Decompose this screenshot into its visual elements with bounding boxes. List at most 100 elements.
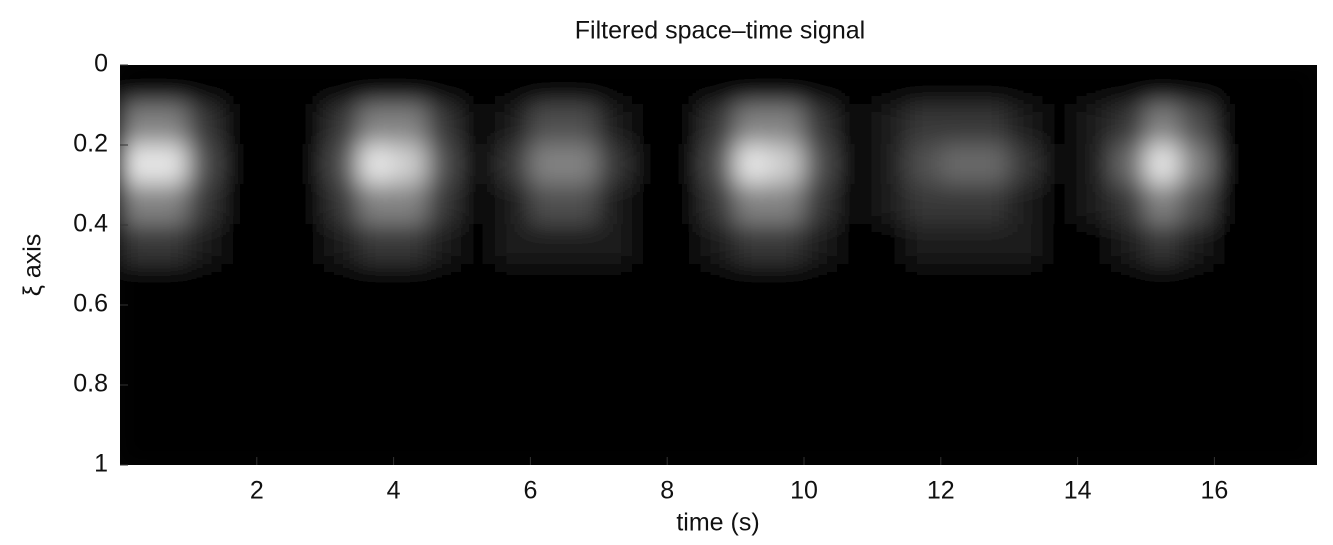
heatmap-cell	[1076, 224, 1113, 266]
heatmap-cell	[495, 224, 532, 266]
heatmap-cell	[734, 344, 771, 386]
heatmap-cell	[120, 65, 156, 106]
heatmap-cell	[187, 104, 224, 146]
heatmap-cell	[632, 424, 669, 465]
heatmap-cell	[768, 424, 805, 465]
heatmap-cell	[221, 224, 258, 266]
heatmap-cell	[632, 344, 669, 386]
heatmap-cell	[1247, 104, 1284, 146]
heatmap-cell	[1008, 424, 1045, 465]
heatmap-cell	[529, 384, 566, 426]
heatmap-cell	[563, 184, 600, 226]
heatmap-cell	[358, 144, 395, 186]
heatmap-cell	[1076, 264, 1113, 306]
heatmap-cell	[768, 104, 805, 146]
heatmap-cell	[392, 344, 429, 386]
heatmap-cell	[461, 144, 498, 186]
heatmap-cell	[734, 184, 771, 226]
heatmap-cell	[255, 144, 292, 186]
heatmap-cell	[1110, 384, 1147, 426]
heatmap-cell	[187, 144, 224, 186]
heatmap-cell	[905, 384, 942, 426]
heatmap-cell	[529, 424, 566, 465]
heatmap-cell	[803, 344, 840, 386]
heatmap-cell	[1247, 184, 1284, 226]
heatmap-cell	[871, 65, 908, 106]
heatmap-cell	[632, 65, 669, 106]
heatmap-cell	[153, 384, 190, 426]
heatmap-cell	[1042, 65, 1079, 106]
heatmap-cell	[187, 184, 224, 226]
heatmap-cell	[1110, 424, 1147, 465]
heatmap-cell	[1008, 224, 1045, 266]
heatmap-cell	[597, 424, 634, 465]
heatmap-cell	[495, 184, 532, 226]
heatmap-cell	[1145, 424, 1182, 465]
heatmap-cell	[871, 144, 908, 186]
heatmap-cell	[426, 264, 463, 306]
heatmap-cell	[392, 304, 429, 346]
heatmap-cell	[153, 65, 190, 106]
heatmap-cell	[1281, 224, 1317, 266]
heatmap-cell	[837, 384, 874, 426]
heatmap-cell	[120, 344, 156, 386]
heatmap-cell	[1145, 304, 1182, 346]
heatmap-cell	[461, 344, 498, 386]
heatmap-cell	[1247, 224, 1284, 266]
heatmap-cell	[1281, 264, 1317, 306]
heatmap-cell	[837, 65, 874, 106]
heatmap-cell	[187, 65, 224, 106]
heatmap-cell	[290, 224, 327, 266]
heatmap-cell	[974, 104, 1011, 146]
y-tick-label: 1	[94, 450, 108, 478]
heatmap-cell	[1281, 424, 1317, 465]
heatmap-cell	[837, 264, 874, 306]
heatmap-cell	[803, 424, 840, 465]
heatmap-cell	[700, 304, 737, 346]
heatmap-cell	[563, 304, 600, 346]
heatmap-cell	[974, 384, 1011, 426]
heatmap-cell	[461, 424, 498, 465]
heatmap-cell	[1076, 65, 1113, 106]
heatmap-cell	[1145, 264, 1182, 306]
heatmap-cell	[803, 184, 840, 226]
heatmap-cell	[871, 424, 908, 465]
heatmap-cell	[700, 424, 737, 465]
x-axis-label: time (s)	[676, 509, 759, 537]
heatmap-cell	[1247, 144, 1284, 186]
heatmap-cell	[597, 144, 634, 186]
heatmap-cell	[290, 384, 327, 426]
heatmap-cell	[597, 184, 634, 226]
heatmap-cell	[255, 304, 292, 346]
heatmap-cell	[1042, 384, 1079, 426]
heatmap-cell	[666, 144, 703, 186]
heatmap-cell	[358, 184, 395, 226]
heatmap-cell	[153, 424, 190, 465]
heatmap-cell	[187, 424, 224, 465]
heatmap-cell	[597, 384, 634, 426]
heatmap-cell	[803, 264, 840, 306]
heatmap-cell	[290, 304, 327, 346]
heatmap-cell	[392, 264, 429, 306]
heatmap-cell	[1213, 104, 1250, 146]
heatmap-cell	[358, 104, 395, 146]
heatmap-cell	[871, 264, 908, 306]
heatmap-cell	[461, 224, 498, 266]
heatmap-cell	[358, 424, 395, 465]
heatmap-cell	[563, 424, 600, 465]
heatmap-cell	[324, 184, 361, 226]
heatmap-cell	[1247, 304, 1284, 346]
heatmap-cell	[1179, 424, 1216, 465]
heatmap-cell	[495, 344, 532, 386]
heatmap-cell	[255, 65, 292, 106]
x-tick-label: 4	[387, 477, 401, 505]
heatmap-cell	[974, 65, 1011, 106]
heatmap-cell	[632, 304, 669, 346]
heatmap-cell	[1179, 384, 1216, 426]
heatmap-cell	[461, 184, 498, 226]
heatmap-cell	[768, 384, 805, 426]
heatmap-cell	[153, 264, 190, 306]
heatmap-cell	[768, 304, 805, 346]
heatmap-cell	[495, 104, 532, 146]
heatmap-cell	[324, 384, 361, 426]
